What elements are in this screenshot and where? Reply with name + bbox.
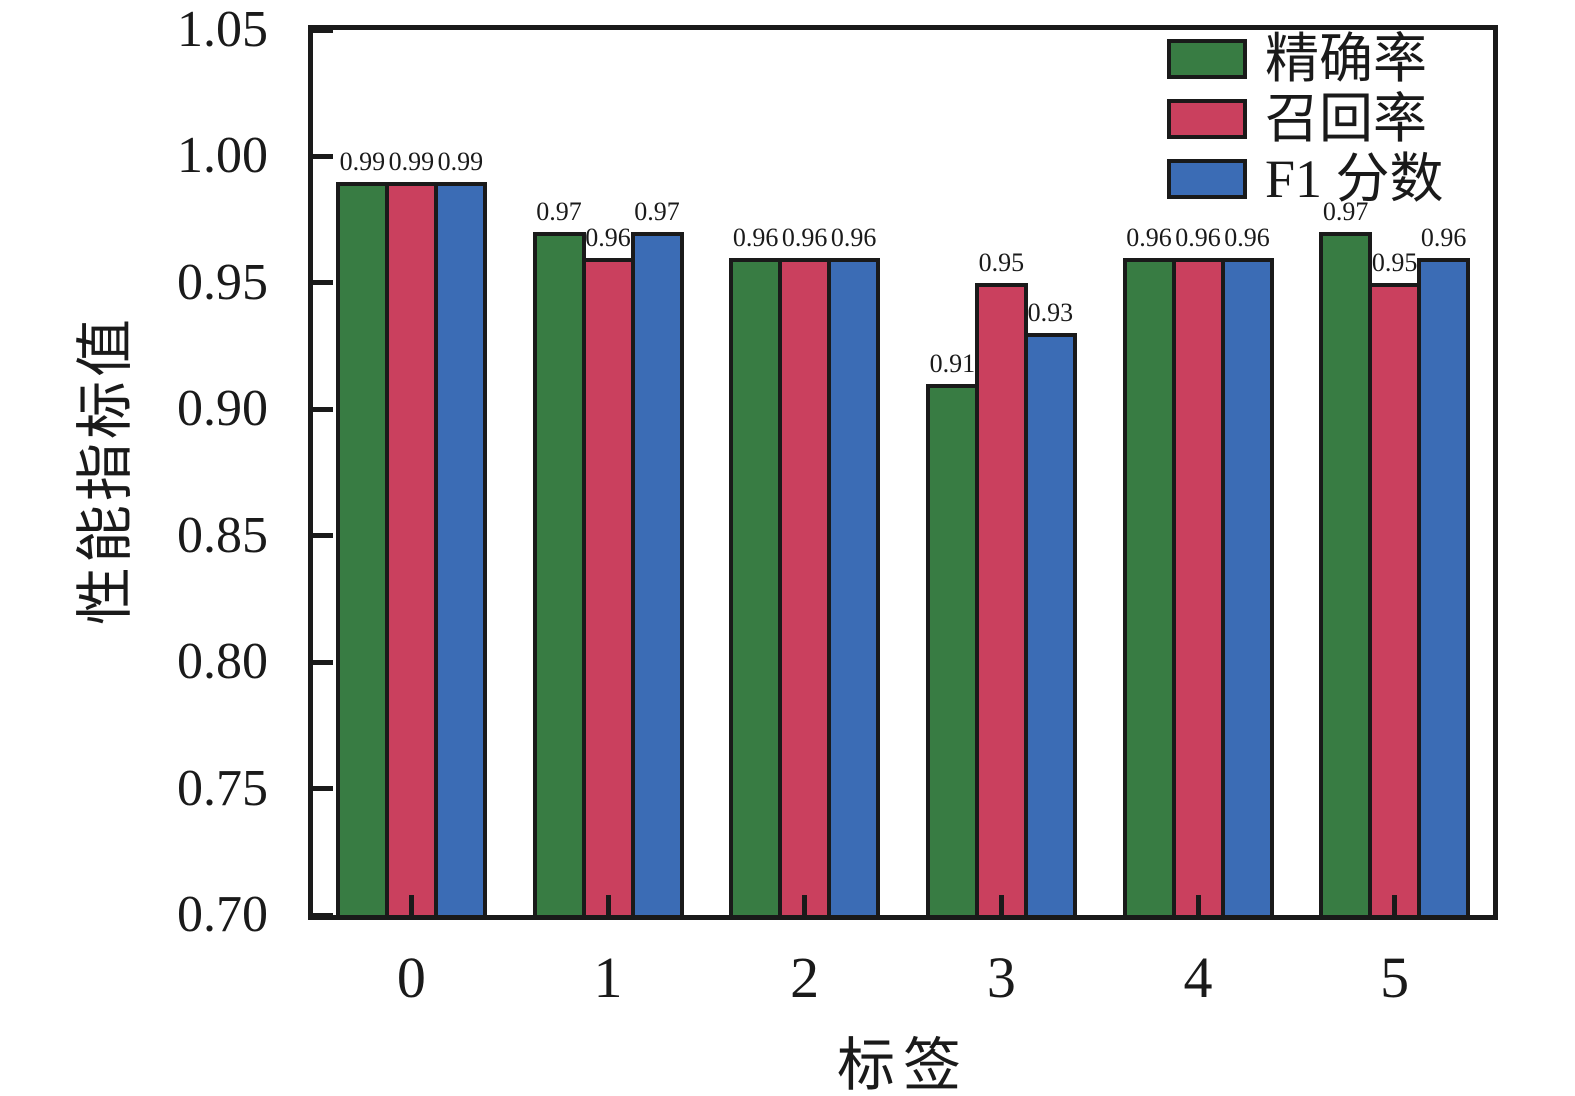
bar-召回率-1 (581, 257, 635, 915)
bar-value-label: 0.96 (781, 222, 828, 252)
bar-value-label: 0.95 (978, 247, 1025, 277)
y-tick-label: 0.70 (177, 886, 268, 943)
bar-精确率-4 (1122, 257, 1176, 915)
legend-label: 召回率 (1265, 89, 1427, 149)
y-tick-mark (313, 533, 333, 539)
bar-value-label: 0.95 (1371, 247, 1418, 277)
bar-value-label: 0.97 (1322, 197, 1369, 227)
y-tick-mark (313, 153, 333, 159)
y-axis-title: 性能指标值 (73, 314, 138, 626)
bar-F1 分数-1 (630, 232, 684, 915)
x-tick-label: 5 (1380, 945, 1410, 1010)
bar-value-label: 0.96 (1126, 222, 1172, 252)
bar-value-label: 0.96 (585, 222, 631, 252)
bar-value-label: 0.96 (732, 222, 779, 252)
y-tick-label: 1.00 (177, 127, 268, 185)
legend-swatch (1167, 99, 1247, 139)
bar-精确率-0 (335, 181, 389, 915)
bar-value-label: 0.97 (536, 197, 582, 227)
y-tick-label: 0.75 (177, 759, 268, 817)
bar-召回率-4 (1171, 257, 1225, 915)
bar-精确率-5 (1319, 232, 1373, 915)
legend-row-召回率: 召回率 (1167, 89, 1444, 149)
bar-F1 分数-3 (1023, 333, 1077, 915)
x-tick-mark (1392, 895, 1398, 915)
bar-value-label: 0.96 (1224, 222, 1270, 252)
bar-value-label: 0.96 (1420, 222, 1467, 252)
y-tick-mark (313, 27, 333, 33)
bar-精确率-2 (729, 257, 783, 915)
legend-row-精确率: 精确率 (1167, 29, 1444, 89)
bar-F1 分数-4 (1220, 257, 1274, 915)
x-axis-title: 标签 (836, 1033, 969, 1096)
bar-F1 分数-2 (827, 257, 881, 915)
bar-value-label: 0.91 (929, 349, 976, 378)
legend-row-F1 分数: F1 分数 (1167, 149, 1444, 209)
y-tick-label: 1.05 (177, 1, 268, 58)
bar-F1 分数-5 (1417, 257, 1471, 915)
x-tick-label: 0 (396, 945, 426, 1010)
bar-value-label: 0.93 (1027, 298, 1074, 328)
bar-精确率-3 (925, 384, 979, 915)
bar-召回率-3 (974, 282, 1028, 915)
y-tick-label: 0.80 (177, 633, 268, 691)
bar-value-label: 0.97 (634, 197, 680, 227)
y-tick-mark (313, 659, 333, 665)
y-tick-mark (313, 786, 333, 792)
bar-精确率-1 (532, 232, 586, 915)
bar-value-label: 0.99 (437, 146, 484, 176)
legend-swatch (1167, 39, 1247, 79)
legend: 精确率 召回率 F1 分数 (1167, 29, 1444, 209)
bar-召回率-2 (778, 257, 832, 915)
x-tick-label: 2 (790, 945, 820, 1010)
x-tick-label: 4 (1183, 945, 1213, 1010)
y-tick-mark (313, 406, 333, 412)
y-tick-mark (313, 280, 333, 286)
bar-召回率-5 (1368, 282, 1422, 915)
legend-swatch (1167, 159, 1247, 199)
x-tick-mark (1195, 895, 1201, 915)
bar-value-label: 0.96 (1175, 222, 1221, 252)
x-tick-label: 3 (986, 945, 1016, 1010)
x-tick-label: 1 (593, 945, 623, 1010)
bar-F1 分数-0 (433, 181, 487, 915)
legend-label: F1 分数 (1265, 149, 1444, 209)
y-tick-mark (313, 912, 333, 918)
y-tick-label: 0.85 (177, 506, 268, 564)
bar-value-label: 0.96 (830, 222, 877, 252)
bar-value-label: 0.99 (339, 146, 386, 176)
bar-召回率-0 (384, 181, 438, 915)
y-tick-label: 0.90 (177, 380, 268, 438)
x-tick-mark (998, 895, 1004, 915)
bar-value-label: 0.99 (388, 146, 435, 176)
x-tick-mark (605, 895, 611, 915)
x-tick-mark (408, 895, 414, 915)
y-tick-label: 0.95 (177, 253, 268, 311)
x-tick-mark (802, 895, 808, 915)
legend-label: 精确率 (1265, 29, 1427, 89)
